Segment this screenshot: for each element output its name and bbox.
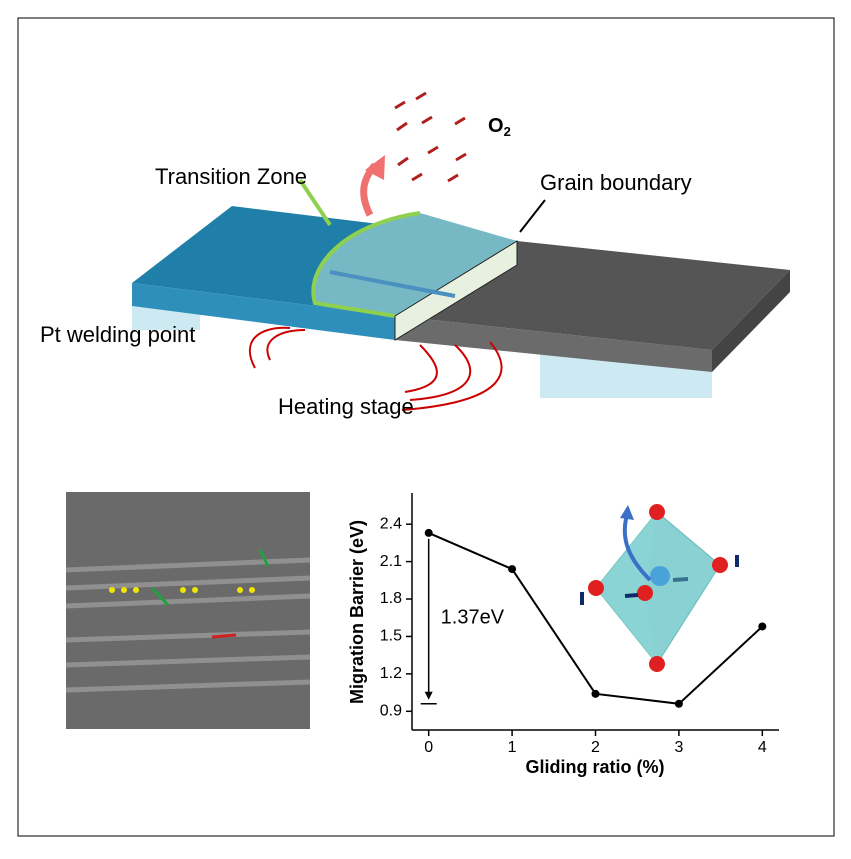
figure: Transition Zone Grain boundary Pt weldin…	[0, 0, 851, 854]
x-tick-label: 0	[424, 739, 433, 756]
y-tick-label: 1.5	[380, 628, 402, 645]
y-tick-label: 2.1	[380, 553, 402, 570]
point	[425, 529, 433, 537]
label: Grain boundary	[540, 170, 692, 195]
point	[675, 700, 683, 708]
x-tick-label: 1	[508, 739, 517, 756]
point	[592, 690, 600, 698]
point	[508, 565, 516, 573]
x-axis-label: Gliding ratio (%)	[526, 757, 665, 777]
o2-symbol: O	[488, 115, 504, 137]
x-tick-label: 2	[591, 739, 600, 756]
y-tick-label: 1.8	[380, 590, 402, 607]
x-tick-label: 3	[674, 739, 683, 756]
label: Heating stage	[278, 394, 414, 419]
tem-image	[66, 492, 310, 729]
annotation: 1.37eV	[441, 607, 505, 629]
y-tick-label: 2.4	[380, 515, 402, 532]
label: Transition Zone	[155, 164, 307, 189]
x-tick-label: 4	[758, 739, 767, 756]
y-axis-label: Migration Barrier (eV)	[347, 520, 367, 704]
point	[758, 622, 766, 630]
o2-subscript: 2	[504, 124, 511, 139]
y-tick-label: 0.9	[380, 703, 402, 720]
y-tick-label: 1.2	[380, 665, 402, 682]
label: Pt welding point	[40, 322, 195, 347]
